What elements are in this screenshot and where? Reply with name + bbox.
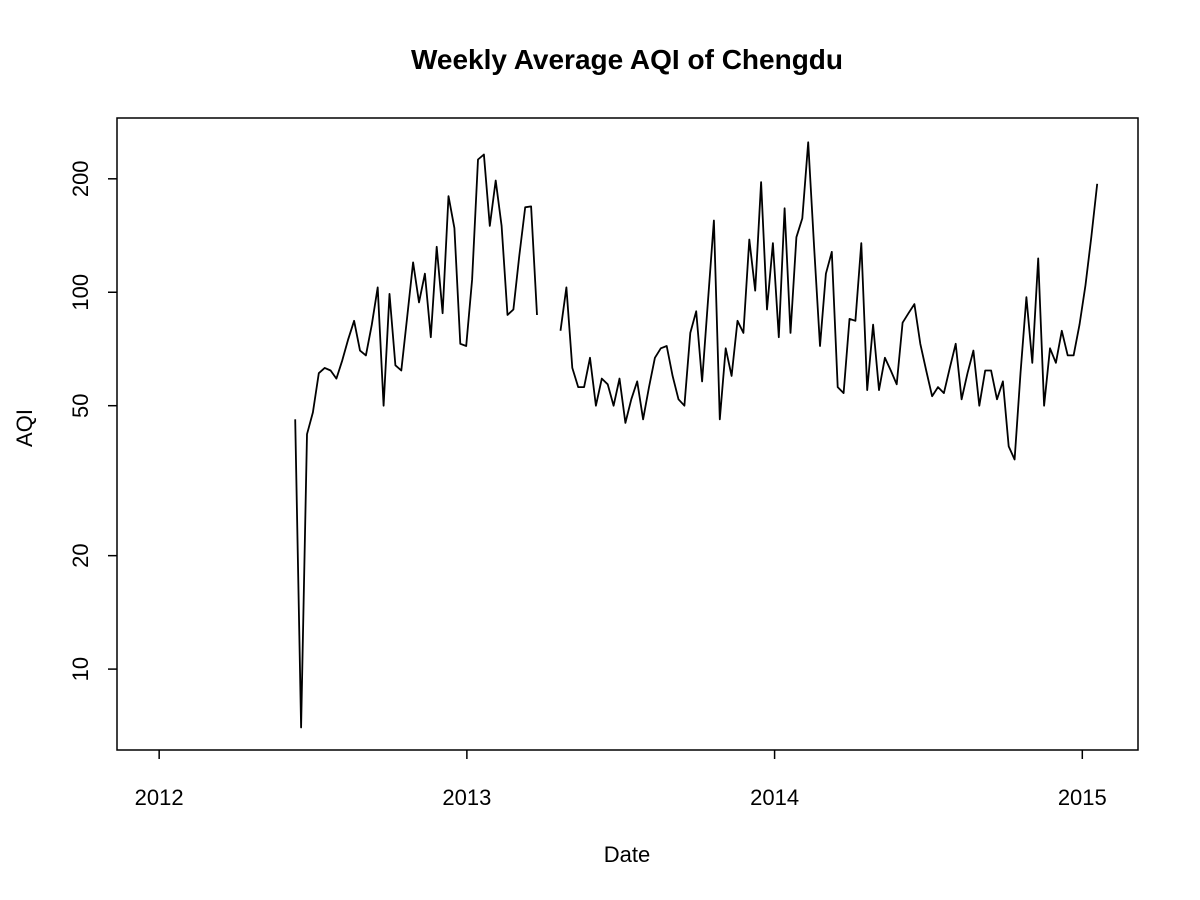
- chart-title: Weekly Average AQI of Chengdu: [411, 44, 843, 75]
- plot-border: [116, 117, 1139, 751]
- aqi-line: [294, 141, 1099, 729]
- x-tick-label-2015: 2015: [1058, 785, 1107, 810]
- x-tick-label-2013: 2013: [442, 785, 491, 810]
- y-tick-label-10: 10: [68, 657, 93, 681]
- y-axis-ticks: 10 20 50 100 200: [68, 160, 117, 681]
- x-axis-ticks: 2012 2013 2014 2015: [135, 750, 1107, 810]
- y-tick-label-100: 100: [68, 274, 93, 311]
- x-axis-label: Date: [604, 842, 650, 867]
- y-axis-label: AQI: [12, 409, 37, 447]
- x-tick-label-2012: 2012: [135, 785, 184, 810]
- y-tick-label-50: 50: [68, 393, 93, 417]
- y-tick-label-20: 20: [68, 543, 93, 567]
- x-tick-label-2014: 2014: [750, 785, 799, 810]
- y-tick-label-200: 200: [68, 160, 93, 197]
- data-series: [294, 141, 1099, 729]
